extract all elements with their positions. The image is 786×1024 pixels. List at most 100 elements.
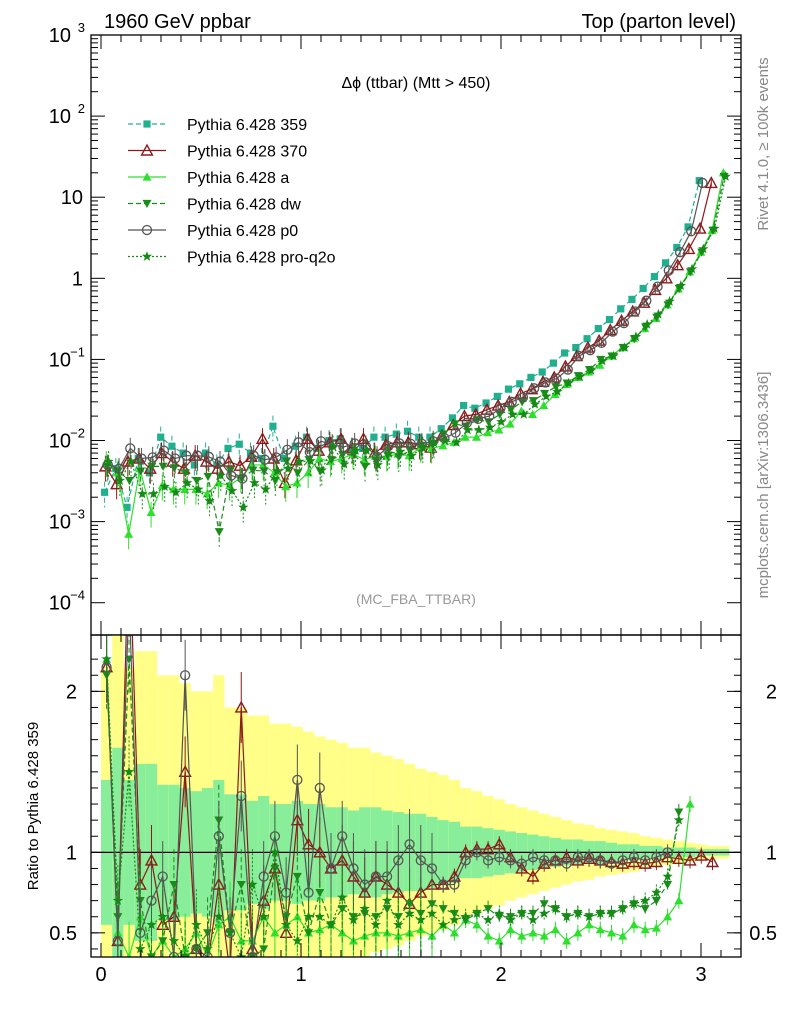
data-point (293, 437, 304, 448)
data-point (371, 451, 383, 462)
ratio-y-tick-label: 1 (66, 842, 77, 864)
data-point (304, 446, 315, 458)
data-point (226, 470, 237, 481)
ratio-point (370, 871, 382, 882)
ratio-point (494, 908, 505, 918)
ratio-point (662, 871, 673, 881)
y-tick-exponent: −1 (70, 344, 85, 359)
ratio-point (550, 925, 560, 934)
data-point (480, 402, 494, 415)
data-point (540, 389, 550, 398)
data-point (583, 335, 591, 343)
y-tick-label: 10 (49, 512, 71, 534)
data-point (682, 242, 696, 255)
data-point (403, 427, 412, 435)
legend-marker (141, 251, 153, 261)
ratio-point (651, 887, 662, 897)
data-point (686, 226, 697, 237)
plot-title: Δϕ (ttbar) (Mtt > 450) (341, 75, 490, 92)
ratio-point (292, 774, 303, 786)
data-point (641, 295, 652, 306)
x-tick-label: 2 (495, 964, 506, 986)
ratio-point (673, 814, 684, 825)
ratio-point (561, 911, 572, 922)
data-point (146, 507, 156, 516)
ratio-point (583, 852, 595, 863)
data-point (136, 453, 147, 464)
data-point (663, 265, 674, 276)
data-point (607, 326, 618, 337)
legend-label: Pythia 6.428 p0 (187, 223, 298, 240)
ratio-point (705, 855, 720, 868)
data-point (247, 460, 257, 469)
ratio-point (314, 911, 325, 922)
ratio-point (144, 853, 159, 866)
ratio-point (651, 923, 661, 932)
ratio-point (304, 929, 314, 938)
data-point (248, 450, 259, 461)
y-tick-exponent: 3 (78, 20, 85, 35)
data-point (471, 432, 481, 441)
data-point (549, 359, 558, 367)
ratio-point (404, 908, 415, 918)
data-point (282, 457, 292, 466)
data-point (159, 481, 170, 491)
data-point (327, 440, 339, 451)
y-tick-label: 10 (49, 593, 71, 615)
legend-marker (142, 199, 152, 208)
data-point (516, 380, 524, 388)
ratio-point (135, 927, 146, 938)
data-point (203, 472, 213, 482)
data-point (628, 295, 636, 303)
data-point (551, 383, 561, 392)
ratio-point (506, 925, 516, 934)
data-point (325, 436, 333, 445)
data-point (249, 477, 260, 488)
data-point (664, 295, 675, 306)
ratio-point (526, 869, 540, 882)
data-point (561, 349, 569, 357)
ratio-point (290, 813, 304, 826)
data-point (630, 331, 642, 342)
data-point (147, 462, 157, 471)
data-point (596, 337, 607, 349)
ratio-frame (90, 634, 742, 958)
legend-marker (140, 143, 154, 156)
data-point (541, 391, 552, 401)
ratio-point (393, 931, 403, 940)
data-point (684, 223, 692, 231)
data-point (496, 416, 507, 427)
data-point (563, 377, 574, 388)
y-tick-label: 1 (72, 268, 83, 290)
data-point (158, 462, 168, 471)
data-point (260, 483, 271, 494)
y-tick-exponent: −2 (70, 426, 85, 441)
data-point (650, 272, 658, 281)
data-point (338, 451, 348, 460)
watermark: (MC_FBA_TTBAR) (356, 591, 476, 607)
data-point (451, 436, 462, 447)
data-point (585, 345, 596, 356)
data-point (460, 432, 470, 441)
ratio-point (202, 943, 213, 954)
ratio-point (337, 892, 348, 902)
ratio-point (427, 900, 437, 909)
ratio-point (505, 855, 516, 866)
data-point (406, 450, 417, 461)
ratio-point (528, 909, 538, 919)
ratio-y-tick-label-right: 1 (766, 842, 777, 864)
ratio-point (595, 855, 606, 866)
header-right: Top (parton level) (581, 11, 736, 33)
ratio-point (492, 837, 506, 850)
ratio-point (180, 951, 191, 957)
data-point (698, 243, 709, 254)
data-point (203, 451, 214, 462)
ratio-point (460, 911, 471, 922)
legend-label: Pythia 6.428 pro-q2o (187, 250, 336, 267)
data-point (169, 453, 181, 464)
y-tick-label: 10 (49, 349, 71, 371)
series-line (107, 182, 704, 480)
ratio-point (178, 764, 192, 778)
data-point (255, 431, 270, 444)
ratio-point (236, 936, 246, 945)
